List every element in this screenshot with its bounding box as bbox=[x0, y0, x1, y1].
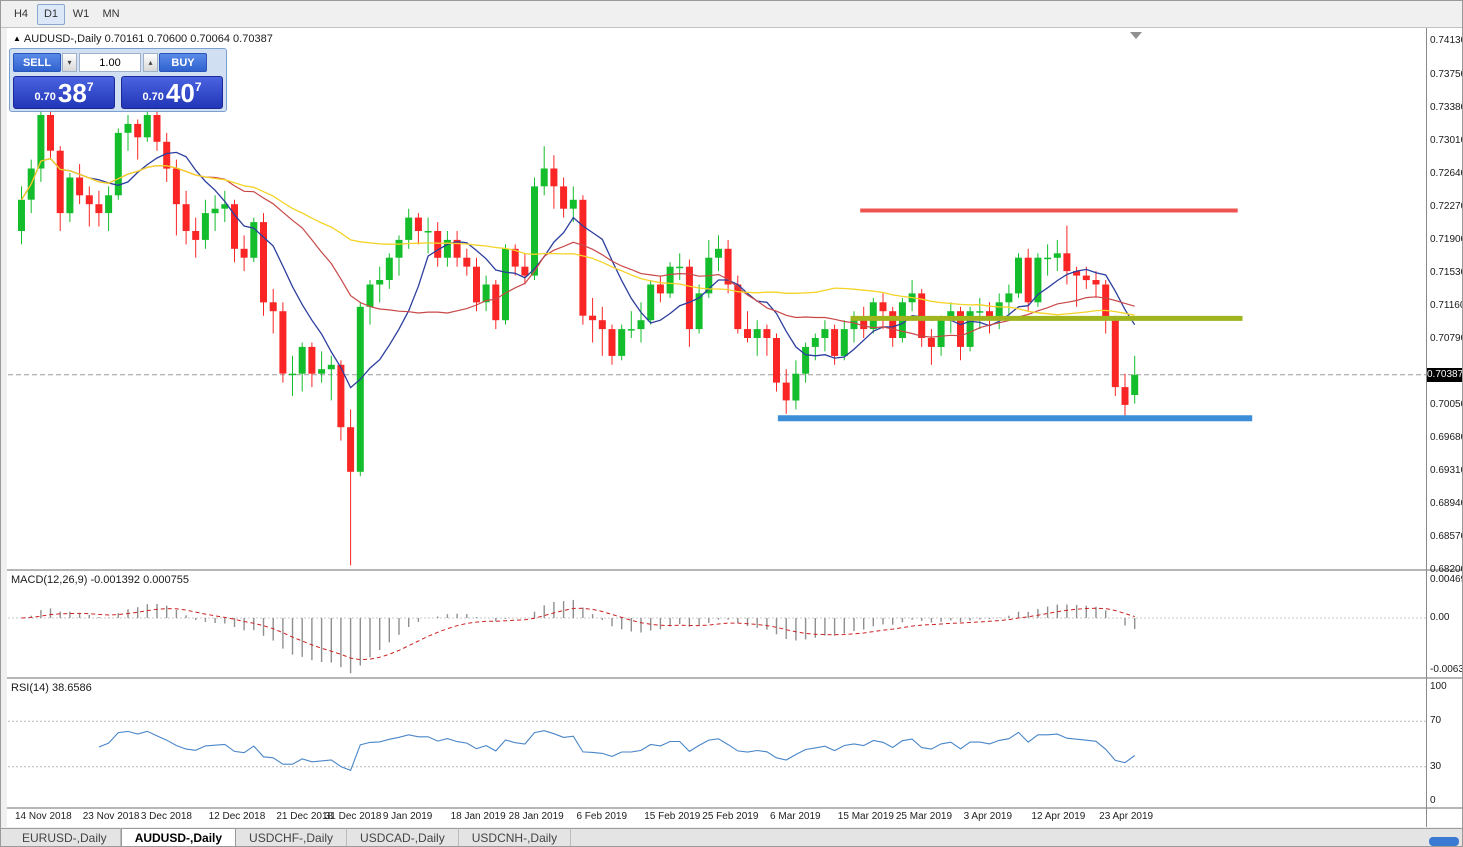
pane-separator-rsi[interactable] bbox=[7, 677, 1462, 679]
chevron-up-icon: ▴ bbox=[148, 58, 153, 67]
volume-input[interactable] bbox=[79, 53, 141, 72]
time-axis-label: 15 Mar 2019 bbox=[837, 811, 894, 822]
sell-price-pip: 7 bbox=[86, 79, 94, 94]
time-axis-label: 25 Mar 2019 bbox=[895, 811, 953, 822]
chart-tab-usdcnh[interactable]: USDCNH-,Daily bbox=[459, 828, 572, 846]
chart-tab-audusd[interactable]: AUDUSD-,Daily bbox=[120, 828, 237, 846]
buy-price-prefix: 0.70 bbox=[142, 90, 164, 103]
scrollbar-thumb[interactable] bbox=[1429, 837, 1459, 846]
price-axis-tick: 0.72270 bbox=[1430, 200, 1463, 212]
price-axis-tick: 0.68940 bbox=[1430, 497, 1463, 509]
sell-price-button[interactable]: 0.70 38 7 bbox=[13, 76, 115, 109]
time-axis-label: 14 Nov 2018 bbox=[15, 811, 72, 822]
time-axis-label: 6 Feb 2019 bbox=[576, 811, 628, 822]
rsi-axis-tick: 100 bbox=[1430, 681, 1447, 692]
sell-price-big: 38 bbox=[57, 77, 87, 108]
rsi-indicator-canvas[interactable] bbox=[8, 679, 1426, 807]
trade-panel-price-row: 0.70 38 7 0.70 40 7 bbox=[13, 76, 223, 109]
price-axis-tick: 0.68200 bbox=[1430, 563, 1463, 575]
price-axis-tick: 0.68570 bbox=[1430, 530, 1463, 542]
time-axis-label: 28 Jan 2019 bbox=[508, 811, 564, 822]
timeframe-button-h4[interactable]: H4 bbox=[13, 7, 29, 20]
rsi-axis-tick: 30 bbox=[1430, 760, 1442, 772]
time-axis-label: 15 Feb 2019 bbox=[644, 811, 701, 822]
one-click-trading-toggle-icon[interactable]: ▲ bbox=[13, 34, 21, 43]
macd-axis-tick: 0.00 bbox=[1430, 612, 1450, 623]
time-axis-label: 18 Jan 2019 bbox=[450, 811, 506, 822]
price-axis-tick: 0.71530 bbox=[1430, 266, 1463, 278]
trade-panel-top-row: SELL ▾ ▴ BUY bbox=[13, 53, 207, 72]
buy-price-big: 40 bbox=[165, 77, 195, 108]
price-axis-tick: 0.70790 bbox=[1430, 332, 1463, 344]
price-axis-tick: 0.73380 bbox=[1430, 101, 1463, 113]
time-axis-label: 31 Dec 2018 bbox=[324, 811, 382, 822]
time-axis-label: 23 Apr 2019 bbox=[1099, 811, 1154, 822]
time-axis-label: 9 Jan 2019 bbox=[382, 811, 433, 822]
rsi-label: RSI(14) 38.6586 bbox=[11, 682, 92, 694]
price-axis-tick: 0.73010 bbox=[1430, 134, 1463, 146]
chart-tab-bar: EURUSD-,Daily AUDUSD-,Daily USDCHF-,Daily U… bbox=[1, 828, 1462, 846]
time-axis-label: 3 Apr 2019 bbox=[963, 811, 1012, 822]
chart-tab-usdcad[interactable]: USDCAD-,Daily bbox=[347, 828, 459, 846]
time-axis-label: 21 Dec 2018 bbox=[276, 811, 334, 822]
timeframe-button-mn[interactable]: MN bbox=[102, 7, 120, 20]
price-axis-tick: 0.71900 bbox=[1430, 233, 1463, 245]
timeframe-button-w1[interactable]: W1 bbox=[72, 7, 90, 20]
symbol-ohlc-text: AUDUSD-,Daily 0.70161 0.70600 0.70064 0.… bbox=[23, 33, 273, 45]
rsi-axis-tick: 70 bbox=[1430, 715, 1442, 727]
time-axis-label: 23 Nov 2018 bbox=[82, 811, 140, 822]
volume-increase-button[interactable]: ▴ bbox=[143, 53, 158, 72]
price-chart-canvas[interactable] bbox=[8, 29, 1426, 570]
macd-indicator-canvas[interactable] bbox=[8, 571, 1426, 677]
pane-separator-timeaxis bbox=[7, 807, 1462, 809]
time-axis-label: 12 Dec 2018 bbox=[208, 811, 266, 822]
macd-axis-tick: -0.00639 bbox=[1430, 663, 1462, 675]
price-axis-tick: 0.70050 bbox=[1430, 398, 1463, 410]
buy-price-button[interactable]: 0.70 40 7 bbox=[121, 76, 223, 109]
price-axis-tick: 0.74130 bbox=[1430, 35, 1463, 46]
buy-price-pip: 7 bbox=[194, 79, 202, 94]
scroll-end-marker-icon bbox=[1130, 32, 1142, 39]
price-axis-tick: 0.71160 bbox=[1430, 299, 1463, 311]
buy-button[interactable]: BUY bbox=[159, 53, 207, 72]
timeframe-button-d1[interactable]: D1 bbox=[37, 3, 65, 25]
time-axis-label: 3 Dec 2018 bbox=[140, 811, 192, 822]
time-axis-label: 25 Feb 2019 bbox=[702, 811, 759, 822]
price-axis-separator bbox=[1426, 28, 1427, 827]
chevron-down-icon: ▾ bbox=[67, 58, 72, 67]
price-axis-tick: 0.69680 bbox=[1430, 431, 1463, 443]
volume-decrease-button[interactable]: ▾ bbox=[62, 53, 77, 72]
timeframe-toolbar: H4 D1 W1 MN bbox=[1, 1, 1462, 28]
sell-price-prefix: 0.70 bbox=[34, 90, 56, 103]
time-axis-label: 6 Mar 2019 bbox=[770, 811, 821, 822]
current-price-badge: 0.70387 bbox=[1427, 367, 1463, 382]
price-axis-tick: 0.69310 bbox=[1430, 464, 1463, 476]
macd-axis-tick: 0.004694 bbox=[1430, 573, 1462, 585]
rsi-axis-tick: 0 bbox=[1430, 795, 1436, 806]
macd-label: MACD(12,26,9) -0.001392 0.000755 bbox=[11, 574, 189, 586]
sell-button[interactable]: SELL bbox=[13, 53, 61, 72]
price-axis-tick: 0.72640 bbox=[1430, 167, 1463, 179]
chart-tab-usdchf[interactable]: USDCHF-,Daily bbox=[236, 828, 348, 846]
chart-tab-eurusd[interactable]: EURUSD-,Daily bbox=[9, 828, 121, 846]
time-axis-label: 12 Apr 2019 bbox=[1031, 811, 1086, 822]
chart-symbol-title: ▲ AUDUSD-,Daily 0.70161 0.70600 0.70064 0… bbox=[13, 33, 273, 45]
price-axis-tick: 0.73750 bbox=[1430, 68, 1463, 80]
chart-surface bbox=[7, 28, 1462, 827]
pane-separator-macd[interactable] bbox=[7, 569, 1462, 571]
